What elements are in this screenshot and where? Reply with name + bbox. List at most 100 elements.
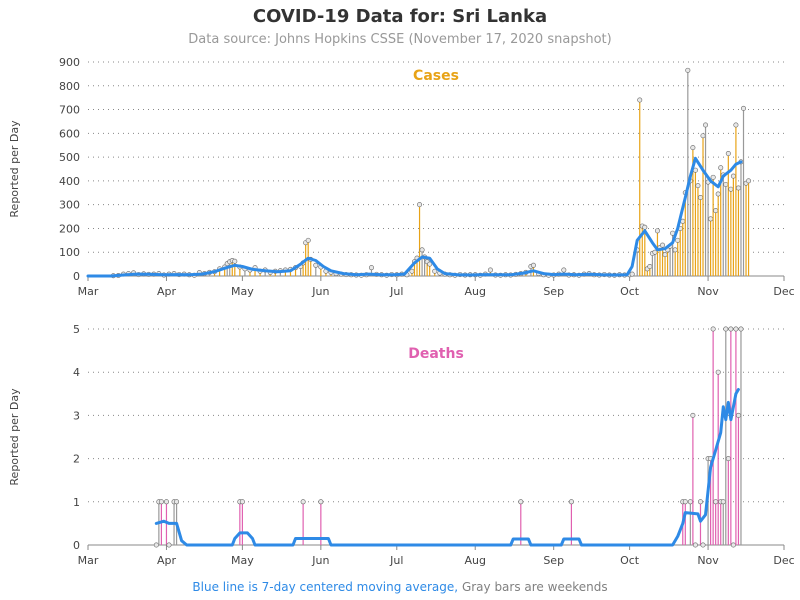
cases-ytick-label: 100 bbox=[59, 246, 80, 259]
deaths-point bbox=[710, 326, 716, 332]
cases-point bbox=[735, 185, 741, 191]
cases-moving-average-line bbox=[86, 156, 743, 278]
deaths-xtick-label: Oct bbox=[620, 554, 640, 567]
deaths-point bbox=[518, 499, 524, 505]
deaths-point bbox=[728, 326, 734, 332]
cases-point bbox=[746, 178, 752, 184]
cases-point bbox=[730, 173, 736, 179]
deaths-xtick-label: Nov bbox=[697, 554, 719, 567]
cases-point bbox=[715, 191, 721, 197]
cases-xtick-label: Mar bbox=[78, 285, 99, 298]
cases-point bbox=[662, 252, 668, 258]
cases-point bbox=[718, 165, 724, 171]
cases-point bbox=[695, 183, 701, 189]
deaths-ytick-label: 2 bbox=[73, 453, 80, 466]
cases-panel-title: Cases bbox=[413, 68, 459, 84]
deaths-ytick-label: 3 bbox=[73, 409, 80, 422]
deaths-ylabel: Reported per Day bbox=[8, 388, 21, 486]
cases-point bbox=[741, 105, 747, 111]
cases-point bbox=[700, 133, 706, 139]
cases-panel: 0 100 200 300 400 500 600 700 800 900 Mar Apr May Jun… bbox=[8, 56, 795, 298]
deaths-point bbox=[720, 499, 726, 505]
footer-moving-average-note: Blue line is 7-day centered moving avera… bbox=[192, 580, 459, 594]
cases-xtick-label: Apr bbox=[157, 285, 177, 298]
deaths-panel: 0 1 2 3 4 5 Mar Apr May Jun Jul Aug Sep Oct Nov Dec Repo… bbox=[8, 323, 795, 567]
deaths-point bbox=[682, 499, 688, 505]
deaths-point bbox=[700, 542, 706, 548]
cases-ytick-label: 400 bbox=[59, 175, 80, 188]
deaths-moving-average-line bbox=[154, 388, 740, 547]
deaths-ytick-label: 1 bbox=[73, 496, 80, 509]
cases-point bbox=[432, 268, 438, 274]
deaths-xtick-label: Jun bbox=[311, 554, 329, 567]
footer-note: Blue line is 7-day centered moving avera… bbox=[0, 580, 800, 594]
cases-xtick-label: Jun bbox=[311, 285, 329, 298]
deaths-point bbox=[239, 499, 245, 505]
deaths-xtick-label: Aug bbox=[464, 554, 485, 567]
cases-point bbox=[561, 267, 567, 273]
chart-subtitle: Data source: Johns Hopkins CSSE (Novembe… bbox=[188, 32, 612, 47]
cases-point bbox=[629, 271, 635, 277]
cases-xtick-label: Sep bbox=[543, 285, 564, 298]
cases-xtick-label: Oct bbox=[620, 285, 640, 298]
cases-point bbox=[675, 237, 681, 243]
deaths-point bbox=[735, 412, 741, 418]
deaths-point bbox=[738, 326, 744, 332]
cases-xtick-label: Jul bbox=[389, 285, 403, 298]
cases-point bbox=[728, 186, 734, 192]
cases-point bbox=[703, 122, 709, 128]
deaths-panel-title: Deaths bbox=[408, 346, 464, 362]
deaths-xtick-label: Dec bbox=[773, 554, 794, 567]
cases-point bbox=[530, 262, 536, 268]
cases-ytick-label: 600 bbox=[59, 127, 80, 140]
deaths-ytick-label: 5 bbox=[73, 323, 80, 336]
cases-point bbox=[368, 265, 374, 271]
cases-ytick-label: 200 bbox=[59, 222, 80, 235]
deaths-point bbox=[158, 499, 164, 505]
deaths-point bbox=[153, 542, 159, 548]
cases-point bbox=[419, 247, 425, 253]
deaths-point bbox=[723, 326, 729, 332]
deaths-xtick-label: Apr bbox=[157, 554, 177, 567]
cases-ytick-label: 800 bbox=[59, 80, 80, 93]
deaths-point bbox=[725, 456, 731, 462]
deaths-point bbox=[300, 499, 306, 505]
cases-point bbox=[232, 258, 238, 264]
cases-point bbox=[710, 174, 716, 180]
deaths-point bbox=[690, 412, 696, 418]
cases-point bbox=[708, 216, 714, 222]
cases-ytick-label: 300 bbox=[59, 199, 80, 212]
cases-point bbox=[725, 151, 731, 157]
cases-point bbox=[642, 224, 648, 230]
cases-ylabel: Reported per Day bbox=[8, 120, 21, 218]
deaths-point bbox=[568, 499, 574, 505]
deaths-point bbox=[166, 542, 172, 548]
deaths-point bbox=[174, 499, 180, 505]
deaths-point bbox=[687, 499, 693, 505]
cases-ytick-label: 900 bbox=[59, 56, 80, 69]
cases-point bbox=[733, 122, 739, 128]
deaths-xtick-label: Mar bbox=[78, 554, 99, 567]
deaths-point bbox=[692, 542, 698, 548]
chart-title: COVID-19 Data for: Sri Lanka bbox=[252, 6, 548, 27]
cases-xtick-label: Aug bbox=[464, 285, 485, 298]
deaths-xtick-label: Sep bbox=[543, 554, 564, 567]
cases-point bbox=[654, 228, 660, 234]
deaths-point bbox=[697, 499, 703, 505]
cases-point bbox=[305, 237, 311, 243]
cases-xtick-label: Dec bbox=[773, 285, 794, 298]
cases-ytick-label: 0 bbox=[73, 270, 80, 283]
cases-xtick-label: May bbox=[231, 285, 254, 298]
cases-point bbox=[409, 268, 415, 274]
cases-point bbox=[723, 181, 729, 187]
cases-ytick-label: 700 bbox=[59, 104, 80, 117]
deaths-xtick-label: Jul bbox=[389, 554, 403, 567]
deaths-point bbox=[730, 542, 736, 548]
footer-weekend-note: Gray bars are weekends bbox=[461, 580, 608, 594]
deaths-point bbox=[318, 499, 324, 505]
deaths-point bbox=[733, 326, 739, 332]
cases-point bbox=[685, 67, 691, 73]
cases-point bbox=[713, 208, 719, 214]
cases-point bbox=[637, 97, 643, 103]
